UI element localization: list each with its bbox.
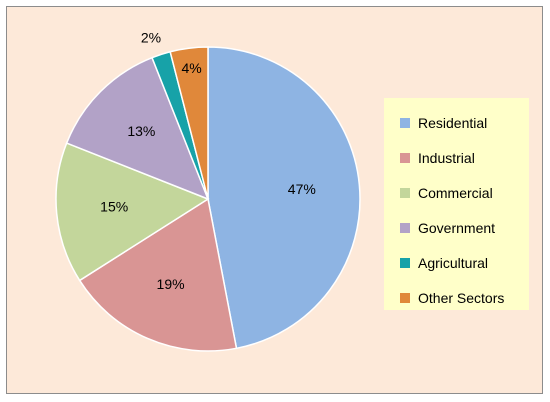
data-label-agricultural: 2% [141,30,161,46]
legend-label-government: Government [418,219,496,236]
legend-swatch-residential [400,117,410,128]
pie-slice-government [65,56,210,201]
legend-item-agricultural: Agricultural [384,245,529,280]
legend-item-industrial: Industrial [384,140,529,175]
legend-swatch-government [400,222,410,233]
data-label-government: 13% [127,123,155,139]
legend-item-commercial: Commercial [384,175,529,210]
legend-swatch-commercial [400,187,410,198]
pie-slice-residential [207,46,361,350]
legend-item-residential: Residential [384,105,529,140]
legend-label-other-sectors: Other Sectors [418,289,505,306]
data-label-other-sectors: 4% [181,60,201,76]
data-label-commercial: 15% [100,199,128,215]
pie-slice-industrial [78,197,238,352]
pie-slice-commercial [55,142,210,282]
legend-swatch-industrial [400,152,410,163]
legend-label-commercial: Commercial [418,184,493,201]
data-label-industrial: 19% [157,276,185,292]
data-label-residential: 47% [288,181,316,197]
legend: Residential Industrial Commercial Govern… [384,98,529,310]
legend-swatch-agricultural [400,257,410,268]
legend-label-agricultural: Agricultural [418,254,489,271]
legend-swatch-other-sectors [400,292,410,303]
legend-item-government: Government [384,210,529,245]
legend-item-other-sectors: Other Sectors [384,280,529,315]
legend-label-residential: Residential [418,114,488,131]
pie-slice-other-sectors [169,46,209,200]
legend-label-industrial: Industrial [418,149,475,166]
